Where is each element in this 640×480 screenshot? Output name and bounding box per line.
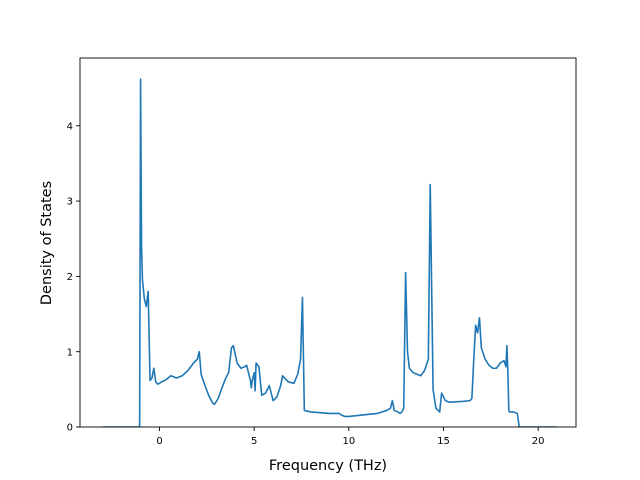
x-tick-label: 20 [532, 436, 545, 447]
x-tick-label: 15 [437, 436, 450, 447]
plot-frame [79, 57, 577, 428]
x-tick-label: 5 [251, 436, 257, 447]
y-tick-label: 1 [67, 347, 73, 358]
y-tick-label: 3 [67, 197, 73, 208]
y-tick-label: 4 [67, 121, 73, 132]
y-tick-label: 2 [67, 272, 73, 283]
y-tick-label: 0 [67, 423, 73, 434]
plot-axes: 0 5 10 15 20 0 1 2 3 4 [67, 57, 577, 447]
x-tick-label: 10 [342, 436, 355, 447]
series-line-0 [102, 78, 558, 427]
x-axis-label: Frequency (THz) [269, 458, 387, 474]
y-axis-label: Density of States [39, 181, 55, 305]
x-tick-label: 0 [156, 436, 162, 447]
